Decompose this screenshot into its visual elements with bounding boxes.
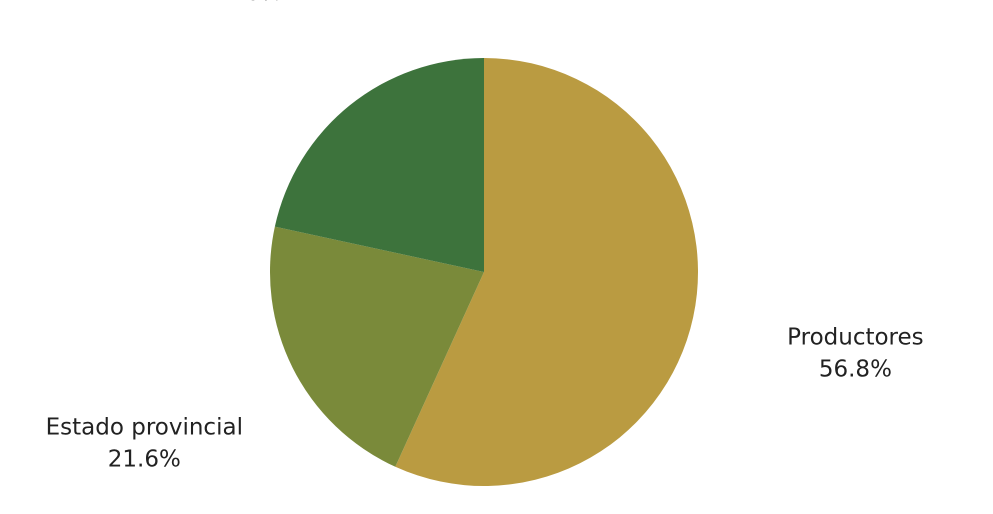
pie-slice-productores: [395, 58, 699, 486]
pie-label-estado-provincial: Estado provincial 21.6%: [46, 414, 243, 472]
slice-label-value: 56.8%: [819, 357, 892, 383]
slice-label-value: 21.6%: [108, 446, 181, 472]
slice-label-name: Productores: [787, 325, 923, 351]
pie-slices: [269, 58, 699, 486]
pie-label-productores: Productores 56.8%: [787, 325, 923, 383]
pie-label-municipio: Municipio21.6%: [209, 0, 282, 6]
pie-slice-municipio: [274, 58, 484, 272]
pie-slice-estado-provincial: [269, 226, 484, 467]
slice-label-name: Estado provincial: [46, 414, 243, 440]
slice-label-value: 21.6%: [209, 0, 282, 6]
